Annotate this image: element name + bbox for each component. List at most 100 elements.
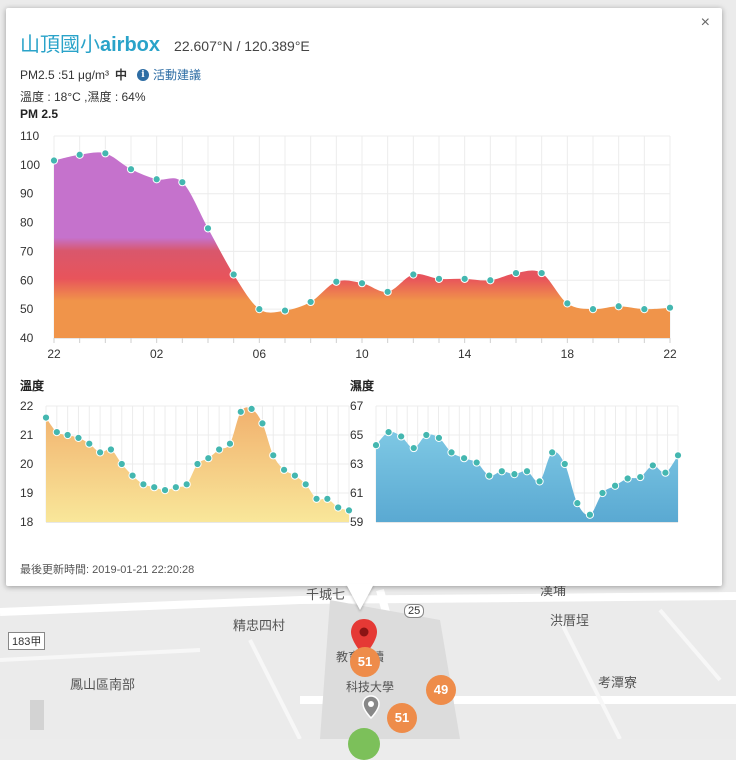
t-data-point[interactable] <box>117 459 126 469</box>
t-data-point[interactable] <box>312 494 321 503</box>
h-data-point[interactable] <box>422 430 431 440</box>
t-data-point[interactable] <box>182 480 191 489</box>
h-data-point[interactable] <box>522 467 532 476</box>
h-data-point[interactable] <box>510 470 519 479</box>
h-data-point[interactable] <box>447 448 456 457</box>
pm-y-tick-label: 90 <box>20 187 34 201</box>
h-data-point[interactable] <box>610 481 620 490</box>
pm-data-point[interactable] <box>588 305 598 314</box>
t-data-point[interactable] <box>85 439 94 448</box>
h-data-point[interactable] <box>573 499 582 508</box>
red-pin-icon[interactable] <box>349 618 379 658</box>
t-y-tick-label: 18 <box>20 515 34 529</box>
pm-data-point[interactable] <box>383 287 392 296</box>
pm-data-point[interactable] <box>563 299 572 308</box>
h-data-point[interactable] <box>648 461 657 470</box>
t-y-tick-label: 21 <box>20 428 34 442</box>
h-data-point[interactable] <box>560 459 569 469</box>
pm-data-point[interactable] <box>357 279 367 288</box>
close-icon[interactable]: × <box>700 14 710 31</box>
t-y-tick-label: 22 <box>20 399 34 413</box>
pm-data-point[interactable] <box>126 165 136 174</box>
t-data-point[interactable] <box>52 428 61 437</box>
t-data-point[interactable] <box>290 471 299 480</box>
pm-data-point[interactable] <box>434 274 444 283</box>
pm-data-point[interactable] <box>486 276 495 285</box>
pm25-marker-m3[interactable]: 51 <box>387 703 417 733</box>
h-data-point[interactable] <box>472 458 481 467</box>
h-data-point[interactable] <box>371 441 381 450</box>
green-marker[interactable] <box>348 728 380 760</box>
t-data-point[interactable] <box>74 433 83 442</box>
h-data-point[interactable] <box>397 432 406 441</box>
t-data-point[interactable] <box>279 465 289 474</box>
h-data-point[interactable] <box>636 472 645 482</box>
h-data-point[interactable] <box>485 471 494 480</box>
pm-data-point[interactable] <box>255 305 264 314</box>
t-data-point[interactable] <box>96 448 105 457</box>
h-data-point[interactable] <box>434 433 444 442</box>
t-data-point[interactable] <box>106 445 116 454</box>
t-data-point[interactable] <box>344 506 354 515</box>
station-coords: 22.607°N / 120.389°E <box>174 38 310 54</box>
pm-data-point[interactable] <box>101 149 110 158</box>
t-data-point[interactable] <box>171 483 180 492</box>
t-data-point[interactable] <box>215 445 224 454</box>
info-icon[interactable]: i <box>136 68 149 81</box>
pm-data-point[interactable] <box>178 178 187 187</box>
t-data-point[interactable] <box>269 451 278 460</box>
pm-x-tick-label: 02 <box>150 347 164 361</box>
t-data-point[interactable] <box>247 404 256 413</box>
pm-data-point[interactable] <box>409 270 418 279</box>
pm-data-point[interactable] <box>511 268 521 278</box>
t-data-point[interactable] <box>160 486 170 495</box>
h-data-point[interactable] <box>384 428 393 437</box>
h-data-point[interactable] <box>585 510 595 519</box>
t-data-point[interactable] <box>225 439 235 448</box>
h-data-point[interactable] <box>409 443 418 453</box>
t-data-point[interactable] <box>63 430 72 440</box>
t-data-point[interactable] <box>128 471 137 480</box>
h-data-point[interactable] <box>535 477 544 486</box>
h-data-point[interactable] <box>497 467 506 476</box>
pm25-marker-m2[interactable]: 49 <box>426 675 456 705</box>
map-label-road25: 25 <box>404 604 425 618</box>
pm-data-point[interactable] <box>640 305 649 314</box>
pm-data-point[interactable] <box>152 175 161 184</box>
humidity-y-ticks: 59 61 63 65 67 <box>350 399 364 529</box>
h-data-point[interactable] <box>459 454 469 463</box>
pm-data-point[interactable] <box>614 302 623 311</box>
h-data-point[interactable] <box>623 474 632 483</box>
h-data-point[interactable] <box>661 468 670 477</box>
t-data-point[interactable] <box>150 483 159 492</box>
pm-data-point[interactable] <box>229 270 238 279</box>
pm-data-point[interactable] <box>460 274 469 283</box>
t-data-point[interactable] <box>204 454 213 463</box>
t-data-point[interactable] <box>139 480 148 489</box>
station-title[interactable]: 山頂國小airbox <box>20 28 160 57</box>
pm-data-point[interactable] <box>332 277 341 286</box>
t-data-point[interactable] <box>41 413 51 422</box>
t-data-point[interactable] <box>236 407 245 416</box>
pm-data-point[interactable] <box>280 306 290 315</box>
pm25-marker-m1[interactable]: 51 <box>350 647 380 677</box>
pm-data-point[interactable] <box>75 150 84 159</box>
t-data-point[interactable] <box>301 480 310 489</box>
pm-data-point[interactable] <box>49 156 59 165</box>
h-data-point[interactable] <box>548 448 557 457</box>
gray-pin-icon[interactable] <box>362 695 380 719</box>
t-data-point[interactable] <box>193 459 202 469</box>
pm-data-point[interactable] <box>306 297 315 307</box>
activity-advice-link[interactable]: 活動建議 <box>152 68 201 82</box>
h-data-point[interactable] <box>598 488 607 498</box>
pm-data-point[interactable] <box>203 224 213 233</box>
map-label-univ2: 科技大學 <box>346 680 395 694</box>
h-data-point[interactable] <box>673 451 683 460</box>
pm-data-point[interactable] <box>537 268 546 278</box>
pm25-summary: PM2.5 :51 μg/m³ 中 i 活動建議 <box>20 66 201 83</box>
pm-y-tick-label: 100 <box>20 158 40 172</box>
t-data-point[interactable] <box>258 419 267 428</box>
pm-data-point[interactable] <box>665 303 675 312</box>
t-data-point[interactable] <box>334 503 343 512</box>
t-data-point[interactable] <box>323 494 332 503</box>
